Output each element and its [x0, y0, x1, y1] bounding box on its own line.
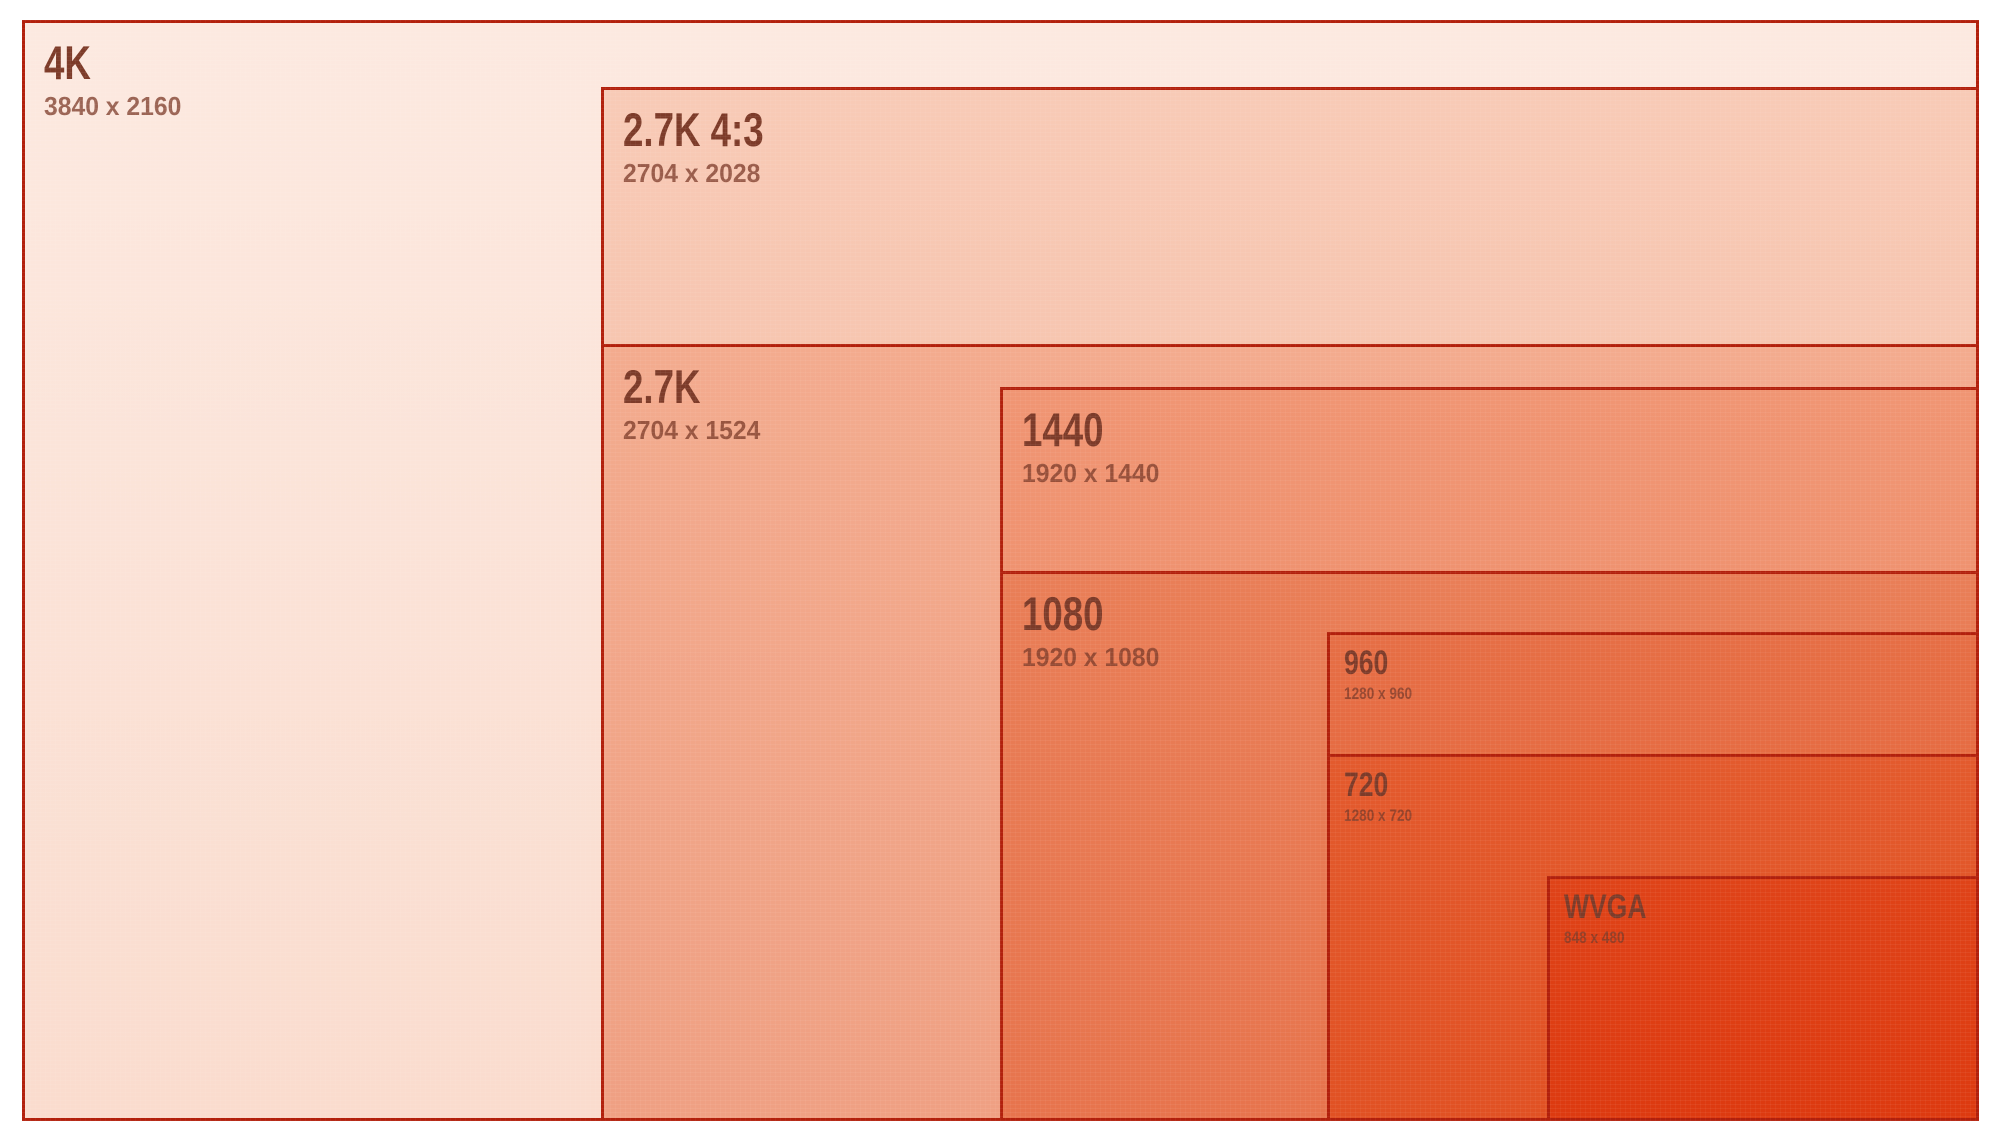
resolution-dimensions: 848 x 480 — [1563, 928, 1625, 948]
resolution-dimensions: 1280 x 960 — [1343, 683, 1412, 703]
resolution-stage: 4K 3840 x 2160 2.7K 4:3 2704 x 2028 2.7K 2704… — [20, 20, 1979, 1121]
resolution-dimensions: 3840 x 2160 — [43, 91, 182, 121]
resolution-title: 720 — [1343, 766, 1388, 804]
resolution-label: 2.7K 2704 x 1524 — [604, 347, 768, 443]
resolution-rect-wvga: WVGA 848 x 480 — [1546, 876, 1979, 1121]
resolution-title: 1440 — [1022, 403, 1104, 456]
resolution-title: 2.7K — [622, 360, 701, 414]
resolution-title: 1080 — [1022, 586, 1104, 640]
resolution-label: 4K 3840 x 2160 — [25, 23, 189, 119]
resolution-dimensions: 1920 x 1440 — [1022, 458, 1160, 488]
resolution-dimensions: 2704 x 1524 — [622, 415, 761, 446]
resolution-dimensions: 1920 x 1080 — [1022, 641, 1160, 672]
resolution-title: 4K — [43, 36, 91, 89]
resolution-title: WVGA — [1563, 888, 1647, 927]
resolution-label: 1440 1920 x 1440 — [1003, 390, 1167, 486]
resolution-dimensions: 1280 x 720 — [1343, 806, 1412, 825]
resolution-title: 2.7K 4:3 — [622, 103, 764, 157]
resolution-title: 960 — [1343, 643, 1388, 682]
resolution-label: 1080 1920 x 1080 — [1003, 574, 1167, 670]
resolution-label: 720 1280 x 720 — [1330, 757, 1429, 824]
resolution-label: 960 1280 x 960 — [1330, 635, 1429, 702]
resolution-label: 2.7K 4:3 2704 x 2028 — [604, 90, 803, 186]
resolution-label: WVGA 848 x 480 — [1550, 879, 1670, 946]
resolution-dimensions: 2704 x 2028 — [622, 158, 761, 189]
